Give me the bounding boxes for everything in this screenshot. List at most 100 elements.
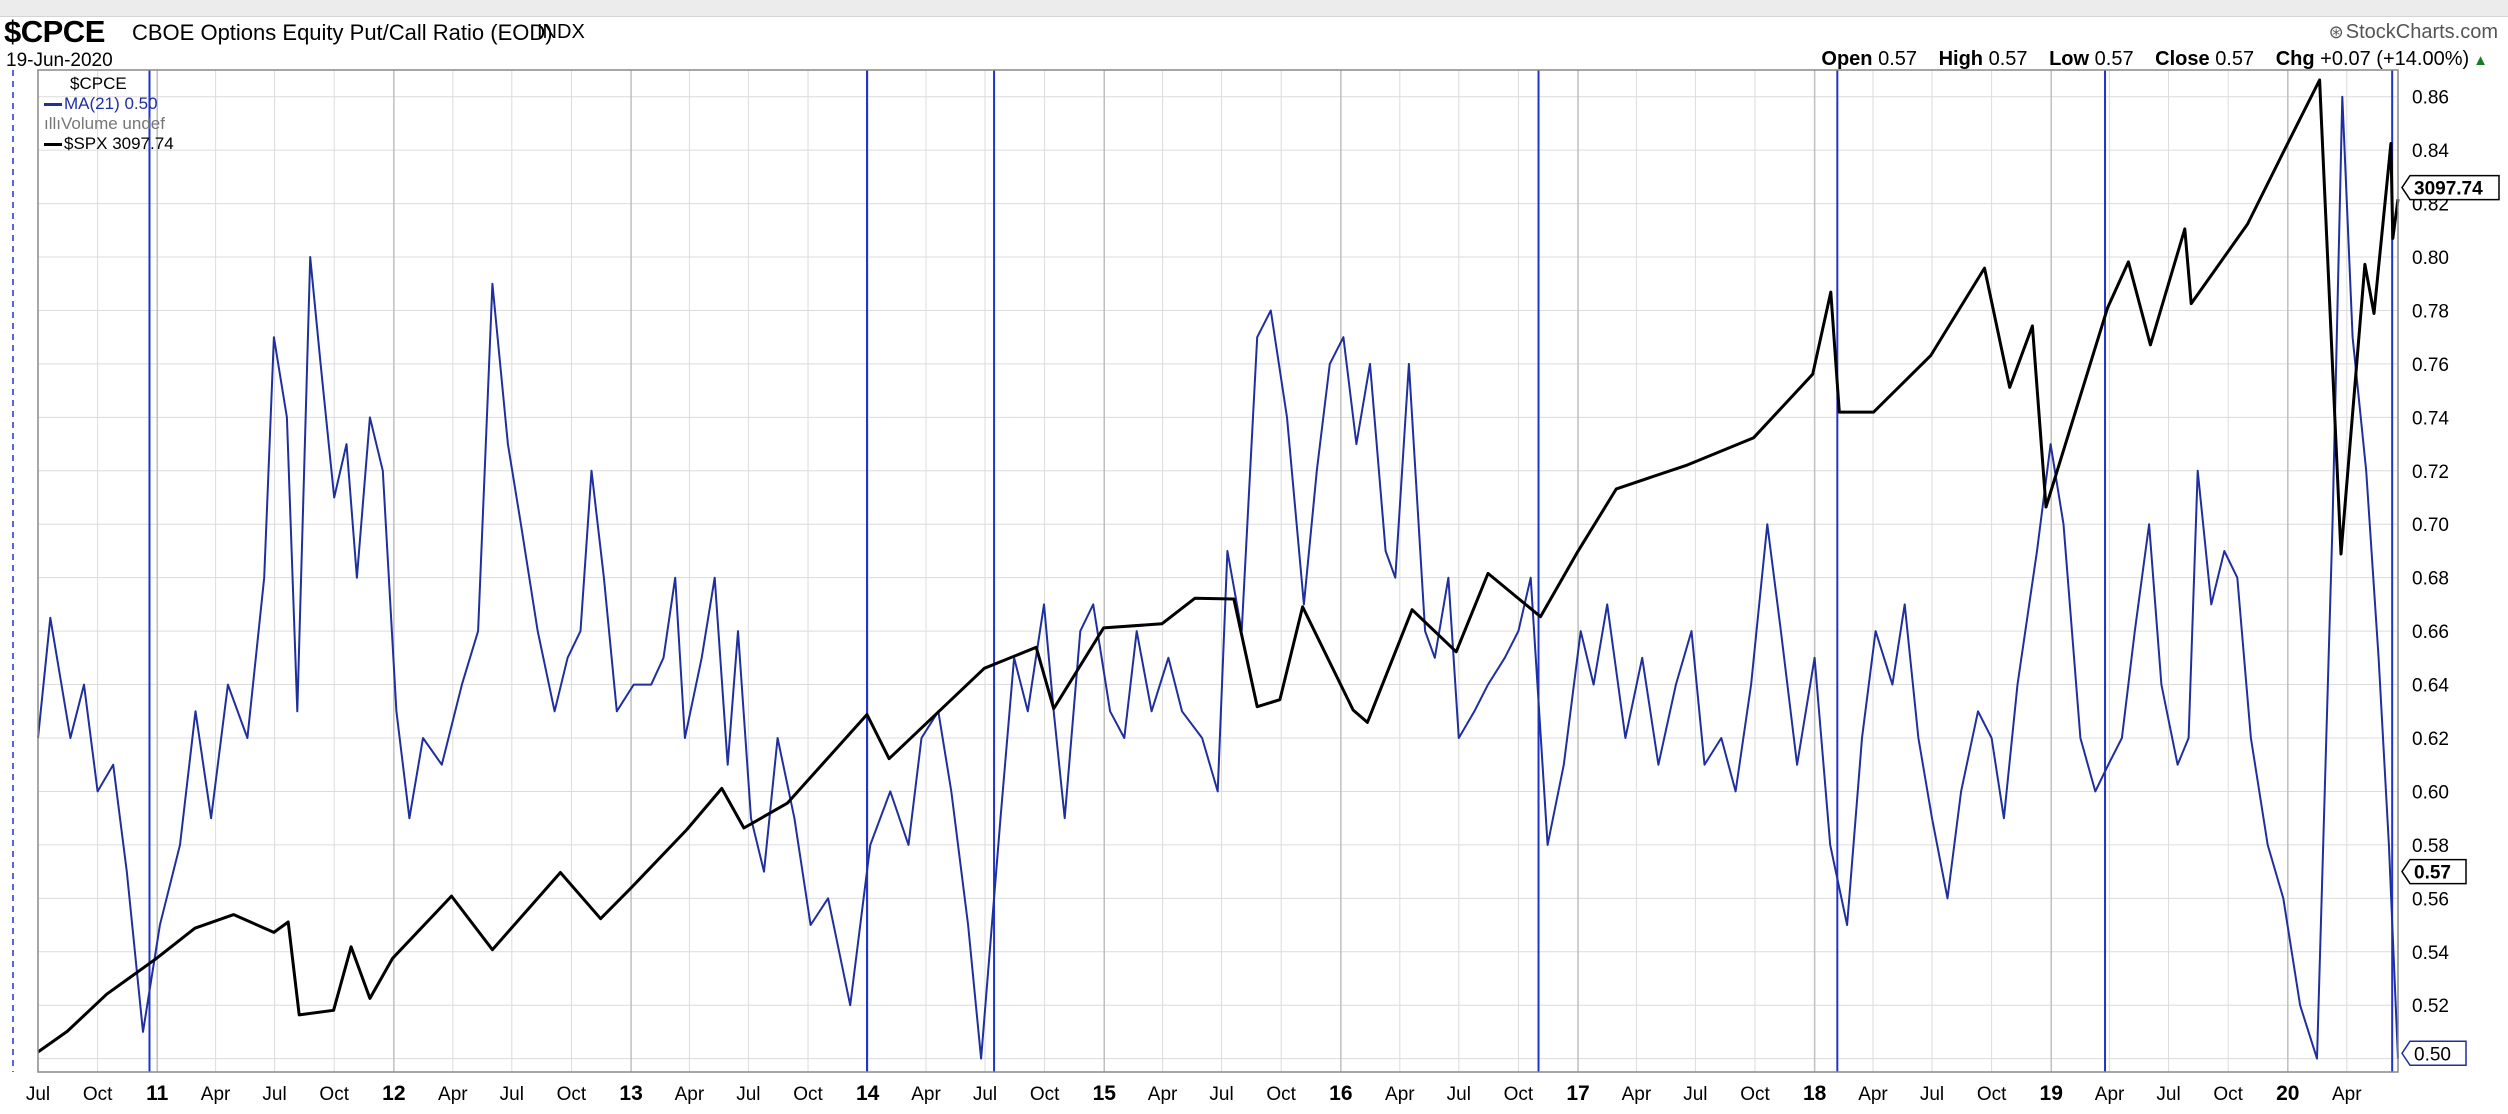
x-tick-label: Jul (1920, 1084, 1944, 1105)
x-tick-label: Apr (2095, 1084, 2125, 1105)
y-tick-label: 0.84 (2412, 141, 2449, 162)
x-tick-label: 19 (2040, 1082, 2063, 1105)
value-tag: 0.50 (2401, 1040, 2467, 1067)
grid-lines (37, 70, 2398, 1072)
line-swatch-icon (44, 143, 62, 147)
x-tick-label: 18 (1803, 1082, 1827, 1105)
x-tick-label: 13 (619, 1082, 642, 1105)
x-tick-label: Oct (2213, 1084, 2243, 1105)
value-tag-label: 0.50 (2414, 1044, 2451, 1065)
value-tag-box (2401, 174, 2500, 201)
x-tick-label: Jul (736, 1084, 760, 1105)
chg-value: +0.07 (+14.00%) (2320, 48, 2470, 70)
vertical-markers (148, 70, 2394, 1072)
close-value: 0.57 (2215, 48, 2255, 70)
value-tag: 3097.74 (2401, 174, 2500, 201)
volume-bars-icon: ıllı (44, 114, 61, 133)
value-tag-label: 3097.74 (2414, 179, 2483, 200)
x-tick-label: Oct (1030, 1084, 1060, 1105)
y-tick-label: 0.74 (2412, 408, 2449, 429)
y-tick-label: 0.56 (2412, 889, 2449, 910)
x-tick-label: Apr (1148, 1084, 1178, 1105)
y-tick-label: 0.62 (2412, 729, 2449, 750)
plot-frame (37, 69, 2399, 1073)
chg-label: Chg (2275, 48, 2315, 70)
legend-label: MA(21) 0.50 (64, 94, 158, 113)
y-tick-label: 0.54 (2412, 943, 2449, 964)
y-tick-label: 0.60 (2412, 782, 2449, 803)
x-tick-label: Apr (1858, 1084, 1888, 1105)
x-tick-label: Oct (319, 1084, 349, 1105)
x-tick-label: Oct (1266, 1084, 1296, 1105)
value-tag-label: 0.57 (2414, 863, 2451, 884)
x-tick-label: Oct (557, 1084, 587, 1105)
value-tag-box (2401, 858, 2467, 885)
x-tick-label: Jul (2156, 1084, 2180, 1105)
exchange-label: INDX (537, 21, 585, 43)
y-tick-label: 0.70 (2412, 515, 2449, 536)
x-tick-label: Apr (1385, 1084, 1415, 1105)
brand-label: StockCharts.com (2345, 21, 2498, 43)
legend-item-cpce: $CPCE (44, 74, 174, 94)
open-value: 0.57 (1878, 48, 1918, 70)
up-arrow-icon: ▲ (2473, 52, 2488, 69)
stockcharts-logo-icon: ⊛ (2328, 22, 2344, 42)
line-swatch-icon (44, 103, 62, 107)
x-tick-label: Apr (675, 1084, 705, 1105)
y-tick-label: 0.58 (2412, 836, 2449, 857)
legend-label: $CPCE (70, 74, 127, 93)
y-axis: 0.50 0.52 0.54 0.56 0.58 0.60 0.62 0.64 0.66 0.68… (2412, 88, 2449, 1071)
x-tick-label: 11 (146, 1082, 169, 1105)
open-label: Open (1821, 48, 1873, 70)
x-tick-label: Jul (1209, 1084, 1233, 1105)
x-tick-label: Jul (1447, 1084, 1471, 1105)
x-tick-label: Oct (1504, 1084, 1534, 1105)
y-tick-label: 0.76 (2412, 355, 2449, 376)
y-tick-label: 0.66 (2412, 622, 2449, 643)
chart-symbol: $CPCE (4, 14, 105, 49)
low-value: 0.57 (2094, 48, 2134, 70)
high-label: High (1938, 48, 1984, 70)
y-tick-label: 0.78 (2412, 301, 2449, 322)
ma21-series-line (37, 95, 2399, 1060)
top-toolbar-strip (0, 0, 2508, 17)
y-tick-label: 0.80 (2412, 248, 2449, 269)
x-tick-label: Jul (1683, 1084, 1707, 1105)
x-tick-label: 17 (1566, 1082, 1589, 1105)
legend-item-volume: ıllıVolume undef (44, 114, 174, 134)
x-tick-label: 20 (2276, 1082, 2299, 1105)
legend-item-ma: MA(21) 0.50 (44, 94, 174, 114)
y-tick-label: 0.64 (2412, 676, 2449, 697)
value-tag-box (2401, 1040, 2467, 1067)
quote-summary: Open 0.57 High 0.57 Low 0.57 Close 0.57 … (1821, 48, 2488, 71)
x-tick-label: Oct (793, 1084, 823, 1105)
x-tick-label: Apr (1622, 1084, 1652, 1105)
x-tick-label: 16 (1329, 1082, 1352, 1105)
brand-link[interactable]: ⊛ StockCharts.com (2329, 21, 2498, 44)
x-tick-label: Jul (500, 1084, 524, 1105)
series-layer (37, 78, 2400, 1060)
x-tick-label: Jul (262, 1084, 286, 1105)
x-tick-label: Apr (201, 1084, 231, 1105)
legend-label: $SPX 3097.74 (64, 134, 174, 153)
y-tick-label: 0.72 (2412, 462, 2449, 483)
x-tick-label: Jul (973, 1084, 997, 1105)
x-tick-label: 12 (382, 1082, 405, 1105)
chart-legend: $CPCE MA(21) 0.50 ıllıVolume undef $SPX … (44, 74, 174, 154)
x-tick-label: Apr (911, 1084, 941, 1105)
x-tick-label: Oct (83, 1084, 113, 1105)
x-tick-label: Jul (26, 1084, 50, 1105)
y-tick-label: 0.52 (2412, 996, 2449, 1017)
x-tick-label: 14 (856, 1082, 880, 1105)
chart-date: 19-Jun-2020 (6, 50, 113, 71)
spx-series-line (37, 78, 2400, 1054)
value-tag: 0.57 (2401, 858, 2467, 885)
x-tick-label: Apr (438, 1084, 468, 1105)
x-tick-label: Apr (2332, 1084, 2362, 1105)
x-tick-label: Oct (1977, 1084, 2007, 1105)
x-tick-label: Oct (1740, 1084, 1770, 1105)
close-label: Close (2155, 48, 2210, 70)
legend-label: Volume undef (61, 114, 165, 133)
legend-item-spx: $SPX 3097.74 (44, 134, 174, 154)
